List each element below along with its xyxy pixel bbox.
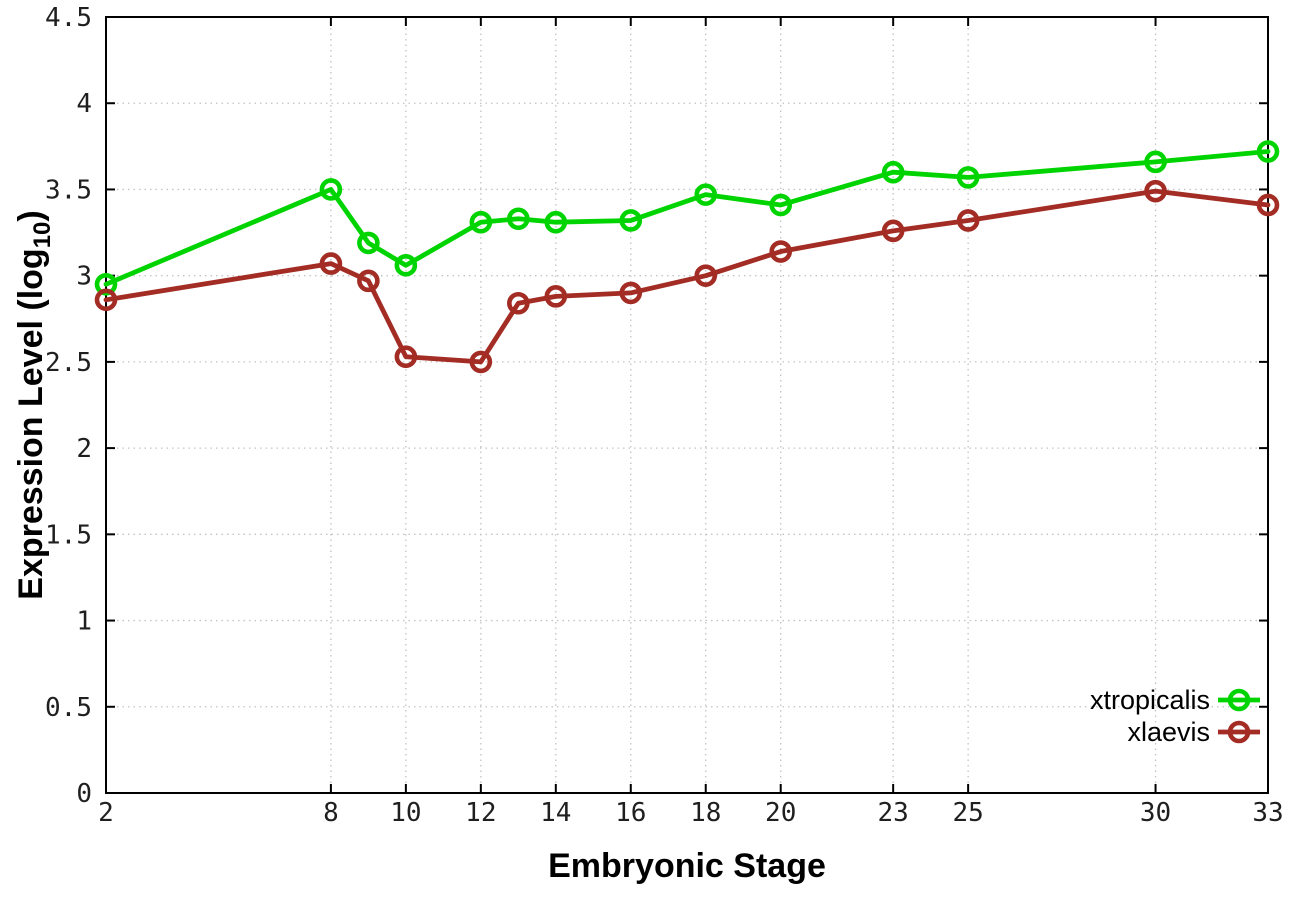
series-xtropicalis-marker (694, 183, 718, 206)
series-xtropicalis-marker (544, 210, 568, 234)
y-tick-label: 1.5 (45, 520, 92, 550)
x-tick-label: 2 (98, 798, 114, 828)
y-tick-label: 0.5 (45, 693, 92, 723)
legend-sample-marker-xlaevis (1227, 720, 1251, 744)
y-tick-label: 1 (76, 607, 92, 637)
y-axis-title-layer: Expression Level (log10) (12, 210, 56, 599)
x-tick-label: 18 (690, 798, 721, 828)
series-xlaevis-marker (94, 288, 118, 312)
series-xlaevis-marker (694, 264, 718, 287)
series-xlaevis-marker (319, 252, 343, 275)
x-tick-label: 30 (1140, 798, 1171, 828)
series-xlaevis-marker (769, 240, 793, 263)
series-xtropicalis-marker (1144, 150, 1167, 174)
series-xtropicalis-marker (956, 166, 980, 189)
plot-border (105, 16, 1269, 794)
series-xtropicalis-marker (319, 178, 343, 201)
x-tick-label: 25 (952, 798, 983, 828)
x-axis-title: Embryonic Stage (548, 847, 826, 885)
series-xlaevis-marker (956, 209, 980, 232)
y-tick-label: 4.5 (45, 3, 92, 33)
series-xtropicalis-line (103, 149, 1271, 287)
series-xtropicalis-marker (881, 160, 905, 184)
series-xlaevis-marker (1144, 179, 1167, 203)
y-tick-label: 4 (76, 89, 92, 119)
tick-label-layer: 2 8 10 12 14 16 18 20 23 25 30 33 0 0.5 1 1.5 2 2.5 3 3.5 4 4… (45, 3, 1284, 828)
y-tick-label: 3 (76, 262, 92, 292)
grid-layer (106, 17, 1268, 793)
x-tick-label: 16 (615, 798, 646, 828)
series-xlaevis-marker (394, 345, 418, 369)
series-xlaevis-marker (619, 281, 643, 305)
legend-label-xtropicalis: xtropicalis (1090, 685, 1210, 715)
series-xtropicalis-marker (394, 254, 418, 277)
y-tick-label: 2 (76, 434, 92, 464)
series-xtropicalis-marker (94, 272, 118, 296)
series-xtropicalis-marker (469, 210, 493, 234)
y-axis-title: Expression Level (log10) (12, 210, 56, 599)
series-xlaevis-marker (357, 269, 380, 293)
series-layer (94, 140, 1280, 374)
series-xtropicalis-marker (357, 231, 380, 255)
series-xlaevis-marker (469, 350, 493, 374)
x-tick-label: 20 (765, 798, 796, 828)
series-xtropicalis-marker (619, 209, 643, 232)
series-xlaevis-line (103, 188, 1271, 365)
series-xlaevis-marker (881, 219, 905, 243)
series-xlaevis-marker (1256, 193, 1280, 217)
series-xtropicalis-marker (769, 193, 793, 217)
x-tick-label: 8 (323, 798, 339, 828)
series-xtropicalis-marker (507, 207, 530, 231)
x-tick-label: 12 (465, 798, 496, 828)
x-tick-label: 10 (390, 798, 421, 828)
series-xtropicalis-marker (1256, 140, 1280, 163)
y-tick-label: 3.5 (45, 175, 92, 205)
axis-layer (105, 16, 1269, 794)
x-tick-label: 33 (1252, 798, 1283, 828)
y-tick-label: 2.5 (45, 348, 92, 378)
x-tick-label: 23 (878, 798, 909, 828)
legend-sample-marker-xtropicalis (1227, 688, 1251, 712)
series-xlaevis-marker (507, 291, 530, 315)
legend-label-xlaevis: xlaevis (1127, 717, 1210, 747)
y-tick-label: 0 (76, 779, 92, 809)
series-xlaevis-marker (544, 285, 568, 308)
x-tick-label: 14 (540, 798, 571, 828)
